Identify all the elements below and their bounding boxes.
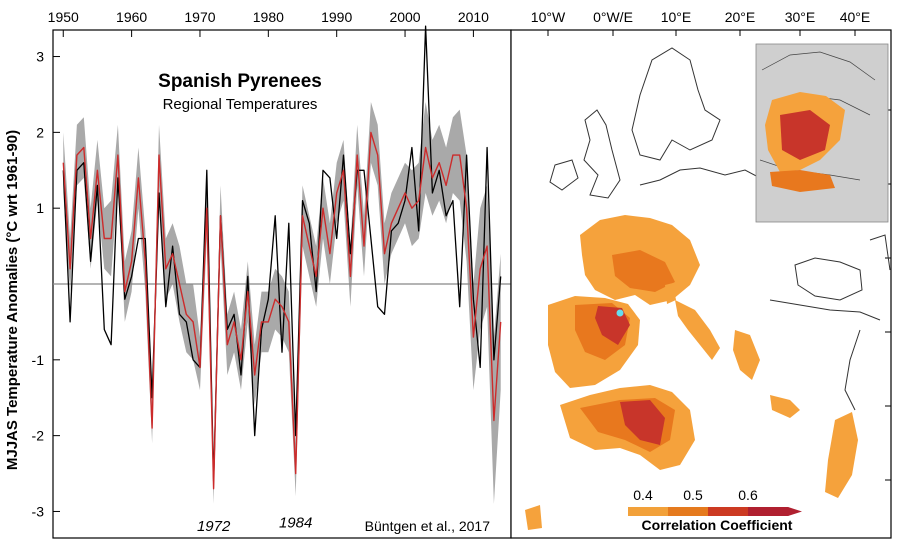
legend-swatch-0 — [628, 507, 669, 516]
series-line-1 — [62, 25, 502, 482]
longitude-axis: 10°W 0°W/E 10°E 20°E 30°E 40°E — [531, 9, 870, 36]
legend-tick-1: 0.5 — [683, 487, 703, 503]
region-egypt — [825, 412, 858, 498]
lon-label-3: 20°E — [725, 9, 756, 25]
levant-coast — [844, 329, 861, 411]
legend-tick-0: 0.4 — [633, 487, 653, 503]
x-tick-label-1990: 1990 — [321, 9, 352, 25]
y-axis-label: MJJAS Temperature Anomalies (°C wrt 1961… — [4, 130, 21, 470]
region-libya — [770, 395, 800, 418]
x-tick-label-1960: 1960 — [116, 9, 147, 25]
legend-swatch-1 — [668, 507, 709, 516]
chart-subtitle: Regional Temperatures — [163, 96, 318, 113]
legend: 0.4 0.5 0.6 Correlation Coefficient — [628, 487, 802, 533]
uncertainty-band-layer — [63, 102, 501, 504]
correlation-regions — [525, 215, 858, 530]
inset-region-high — [780, 110, 830, 160]
legend-swatch-3 — [748, 507, 789, 516]
inset-region-africa — [770, 170, 835, 192]
british-isles-coast — [583, 109, 621, 199]
y-tick-label--3: -3 — [32, 503, 45, 519]
temperature-chart: 1950 1960 1970 1980 1990 2000 2010 -3 -2 -1 1 2 3 S… — [4, 9, 512, 539]
legend-ticks: 0.4 0.5 0.6 — [633, 487, 758, 503]
x-tick-label-1970: 1970 — [184, 9, 215, 25]
y-tick-label--2: -2 — [32, 428, 45, 444]
scandinavia-coast — [631, 47, 721, 161]
legend-tick-2: 0.6 — [738, 487, 758, 503]
y-tick-label-2: 2 — [36, 124, 44, 140]
annotation-1984: 1984 — [279, 514, 312, 531]
inset-map — [755, 43, 889, 223]
x-tick-label-2010: 2010 — [458, 9, 489, 25]
region-italy — [675, 300, 720, 360]
turkey-coast — [769, 299, 881, 321]
caspian-coast — [869, 234, 891, 271]
legend-swatch-2 — [708, 507, 749, 516]
correlation-map: 10°W 0°W/E 10°E 20°E 30°E 40°E — [510, 9, 892, 539]
legend-arrow — [788, 507, 802, 516]
chart-title: Spanish Pyrenees — [158, 71, 322, 92]
region-france-mid — [612, 250, 675, 292]
lon-label-4: 30°E — [785, 9, 816, 25]
region-corsica — [665, 283, 676, 304]
x-tick-label-1950: 1950 — [48, 9, 79, 25]
y-tick-label-1: 1 — [36, 200, 44, 216]
lon-label-2: 10°E — [661, 9, 692, 25]
series-layer — [62, 25, 502, 490]
uncertainty-band — [63, 102, 501, 504]
x-tick-label-1980: 1980 — [253, 9, 284, 25]
credit-text: Büntgen et al., 2017 — [365, 518, 491, 534]
lon-label-5: 40°E — [840, 9, 871, 25]
y-tick-label--1: -1 — [32, 352, 45, 368]
site-marker — [616, 309, 624, 317]
black-sea-coast — [794, 257, 863, 301]
lon-label-1: 0°W/E — [593, 9, 633, 25]
series-line-2 — [62, 131, 502, 490]
region-north-africa-high — [620, 400, 665, 445]
annotation-layer: 1972 1984 — [197, 514, 312, 535]
x-tick-label-2000: 2000 — [389, 9, 420, 25]
x-axis: 1950 1960 1970 1980 1990 2000 2010 — [48, 9, 489, 37]
legend-colorbar — [628, 507, 802, 516]
ireland-coast — [549, 159, 579, 191]
region-balkans — [733, 330, 760, 380]
region-atlantic — [525, 505, 542, 530]
annotation-1972: 1972 — [197, 518, 231, 535]
y-axis: -3 -2 -1 1 2 3 — [32, 49, 60, 519]
legend-title: Correlation Coefficient — [642, 517, 793, 533]
lon-label-0: 10°W — [531, 9, 566, 25]
y-tick-label-3: 3 — [36, 49, 44, 65]
